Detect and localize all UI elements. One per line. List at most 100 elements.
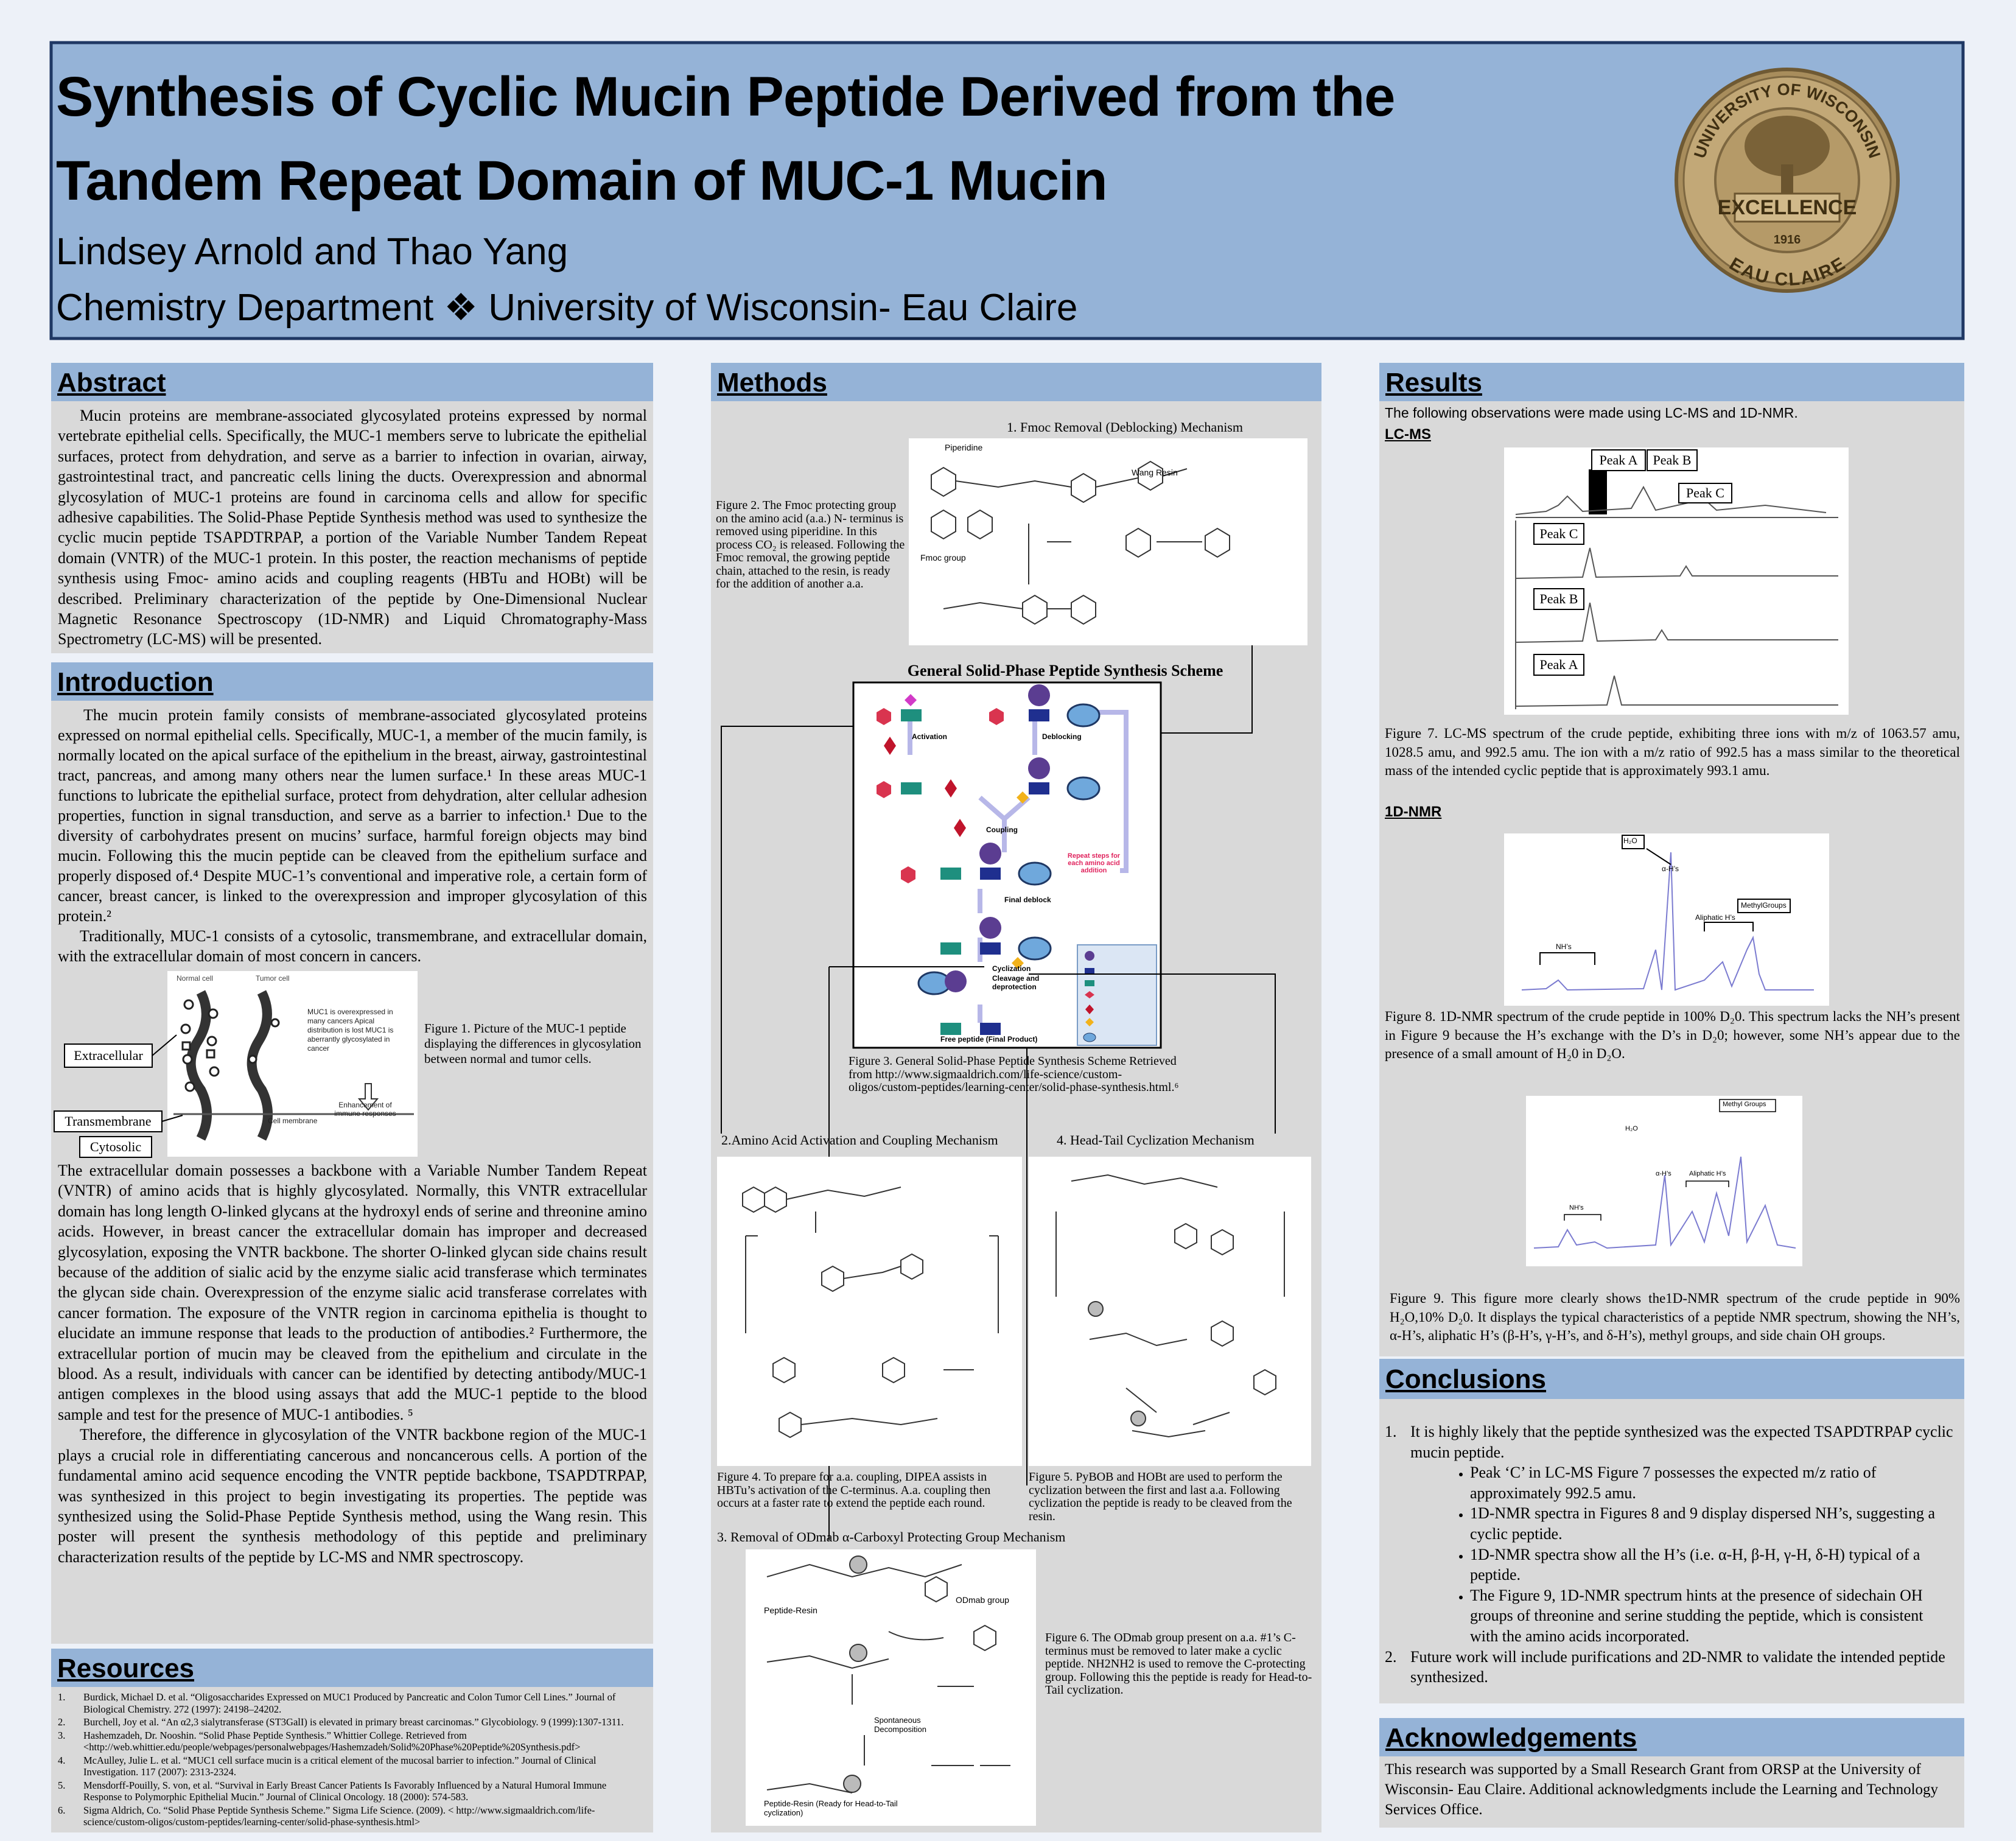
section-heading: Abstract [51,363,653,401]
title-line: Synthesis of Cyclic Mucin Peptide Derive… [56,66,1395,128]
conclusion-item: 1. It is highly likely that the peptide s… [1385,1422,1954,1462]
logo-ring-top-path: UNIVERSITY OF WISCONSIN [1690,80,1884,161]
conclusion-number: 1. [1385,1423,1397,1440]
fig1-label: Cell membrane [268,1117,318,1125]
fig1-label: Tumor cell [256,974,290,983]
scheme-label: Final deblock [1004,896,1051,904]
logo [1675,68,1900,293]
fig-label: Peptide-Resin (Ready for Head-to-Tail cy… [764,1799,898,1817]
fig1-label: Enhancement of immune responses [334,1101,396,1118]
figure-6 [746,1549,1036,1826]
resource-item: 1. Burdick, Michael D. et al. “Oligosacch… [58,1691,645,1715]
resource-number: 2. [58,1716,66,1728]
logo-ring-top: UNIVERSITY OF WISCONSIN [1690,80,1884,161]
figure-caption: Figure 4. To prepare for a.a. coupling, … [717,1470,991,1510]
header-box [49,41,1965,340]
resource-number: 6. [58,1804,66,1816]
figure-4 [717,1157,1022,1466]
scheme-title: General Solid-Phase Peptide Synthesis Sc… [907,662,1223,679]
paragraph: The extracellular domain possesses a bac… [58,1162,647,1423]
acknowledgements-text: This research was supported by a Small R… [1385,1761,1939,1818]
fig-label: Fmoc group [920,553,966,563]
subsection-heading: LC-MS [1385,426,1431,443]
conclusion-bullet: Peak ‘C’ in LC-MS Figure 7 possesses the… [1470,1462,1954,1503]
figure-caption: Figure 8. 1D-NMR spectrum of the crude p… [1385,1009,1960,1061]
fig1-label: Normal cell [177,974,214,983]
abstract-panel [51,363,653,653]
fig-label: ODmab group [956,1595,1009,1605]
scheme-label: Coupling [986,826,1018,834]
resource-number: 3. [58,1729,66,1741]
nmr-label: H₂O [1625,1125,1638,1132]
scheme-figure [852,681,1162,1049]
figure-caption: Figure 7. LC-MS spectrum of the crude pe… [1385,726,1960,778]
section-heading: Acknowledgements [1379,1718,1964,1756]
paragraph: Therefore, the difference in glycosylati… [58,1426,647,1566]
figure-1 [54,971,418,1158]
conclusion-bullet: 1D-NMR spectra show all the H’s (i.e. α-… [1470,1545,1954,1585]
scheme-label: Repeat steps for each amino acid additio… [1067,852,1121,874]
conclusion-bullet: 1D-NMR spectra in Figures 8 and 9 displa… [1470,1503,1954,1544]
title-line: Tandem Repeat Domain of MUC-1 Mucin [56,150,1108,212]
resource-item: 2. Burchell, Joy et al. “An α2,3 sialytra… [58,1716,645,1728]
peak-label: Peak A [1539,657,1578,672]
subsection-heading: 1D-NMR [1385,804,1442,820]
peak-label: Peak A [1599,452,1638,468]
figure-caption: Figure 5. PyBOB and HOBt are used to per… [1029,1470,1292,1523]
figure-caption: Figure 6. The ODmab group present on a.a… [1045,1631,1312,1697]
subsection-title: 1. Fmoc Removal (Deblocking) Mechanism [1007,419,1243,435]
logo-motto: EXCELLENCE [1718,196,1857,219]
section-heading: Conclusions [1379,1359,1964,1399]
peak-label: Peak B [1653,452,1692,468]
peak-label: Peak C [1539,526,1578,541]
logo-text: UNIVERSITY OF WISCONSIN EAU CLAIRE EXCEL… [1690,80,1884,290]
abstract-text: Mucin proteins are membrane-associated g… [58,407,647,648]
nmr-figure-8 [1504,833,1829,1006]
resource-item: 5. Mensdorff-Pouilly, S. von, et al. “Sur… [58,1780,645,1803]
conclusions-panel [1379,1359,1964,1703]
conclusion-text: It is highly likely that the peptide syn… [1410,1423,1953,1461]
scheme-label: Deblocking [1042,732,1082,741]
authors: Lindsey Arnold and Thao Yang [56,231,569,273]
section-heading: Results [1379,363,1964,401]
fig1-label: MUC1 is overexpressed in many cancers Ap… [307,1008,394,1053]
conclusion-number: 2. [1385,1647,1397,1666]
conclusions-list: 1. It is highly likely that the peptide s… [1385,1422,1954,1688]
section-heading: Methods [711,363,1321,401]
paragraph: Traditionally, MUC-1 consists of a cytos… [58,927,647,965]
nmr-label: MethylGroups [1741,901,1787,910]
resource-text: Hashemzadeh, Dr. Nooshin. “Solid Phase P… [83,1729,581,1753]
fig1-label: Cytosolic [89,1139,142,1154]
scheme-label: Cleavage and deprotection [992,974,1040,991]
conclusion-item: 2. Future work will include purifications… [1385,1647,1954,1688]
paragraph: The mucin protein family consists of mem… [58,706,647,925]
subsection-title: 2.Amino Acid Activation and Coupling Mec… [721,1132,998,1148]
nmr-label: NH’s [1556,942,1572,951]
scheme-label: Cyclization [992,964,1031,973]
figure-caption: Figure 2. The Fmoc protecting group on t… [716,499,905,591]
nmr-label: Methyl Groups [1723,1101,1766,1108]
figure-caption: Figure 3. General Solid-Phase Peptide Sy… [849,1054,1179,1094]
fig-label: Piperidine [945,443,983,452]
nmr-label: α-H’s [1656,1170,1671,1177]
scheme-label: Activation [912,732,948,741]
subsection-title: 4. Head-Tail Cyclization Mechanism [1057,1132,1255,1148]
intro-text: The extracellular domain possesses a bac… [58,1160,647,1567]
conclusion-text: Future work will include purifications a… [1410,1647,1945,1686]
peak-label: Peak B [1539,591,1578,606]
nmr-label: Aliphatic H’s [1689,1170,1726,1177]
conclusion-bullet: The Figure 9, 1D-NMR spectrum hints at t… [1470,1585,1954,1647]
resource-number: 4. [58,1754,66,1766]
results-intro: The following observations were made usi… [1385,405,1798,421]
section-heading: Resources [51,1649,653,1687]
resource-text: Burdick, Michael D. et al. “Oligosacchar… [83,1691,616,1715]
intro-text: The mucin protein family consists of mem… [58,705,647,966]
logo-ring-bottom: EAU CLAIRE [1726,254,1848,290]
fig-label: Spontaneous Decomposition [874,1716,926,1734]
resources-list: 1. Burdick, Michael D. et al. “Oligosacch… [58,1691,645,1829]
resource-item: 6. Sigma Aldrich, Co. “Solid Phase Peptid… [58,1804,645,1828]
resource-item: 4. McAulley, Julie L. et al. “MUC1 cell s… [58,1755,645,1778]
fig-label: Peptide-Resin [764,1605,817,1615]
